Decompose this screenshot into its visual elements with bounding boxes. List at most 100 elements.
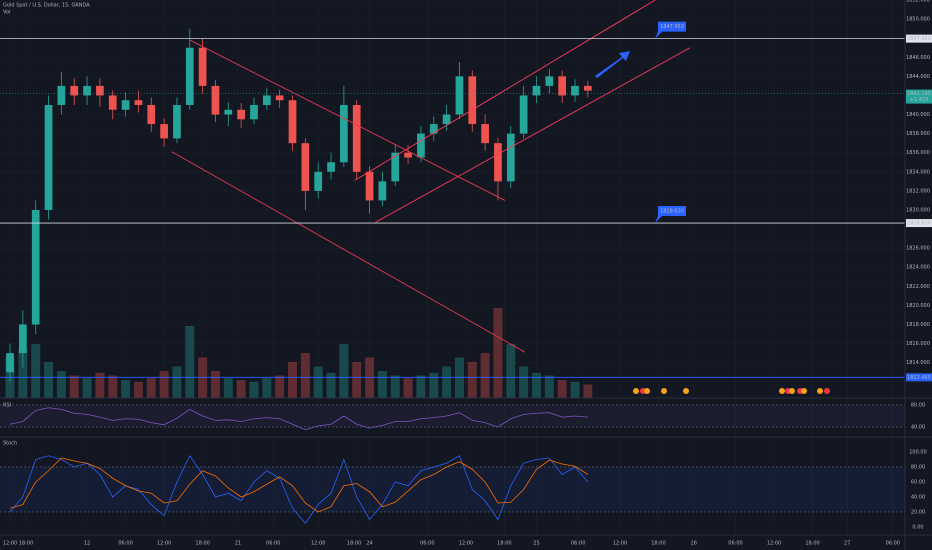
price-axis-sublabel: +1.453 [910, 97, 929, 103]
candle-body [429, 124, 438, 134]
volume-bar [544, 375, 554, 398]
candle-body [147, 104, 156, 125]
y-tick-label: 1822.000 [906, 284, 930, 290]
candle-body [262, 95, 271, 105]
volume-bar [557, 380, 567, 398]
price-axis-label: 1847.953 [907, 36, 931, 42]
event-icon [779, 388, 785, 394]
volume-bar [583, 384, 593, 398]
volume-bar [313, 366, 323, 398]
rsi-title: RSI [3, 403, 11, 409]
volume-bar [493, 308, 503, 398]
y-tick-label: 1820.000 [906, 303, 930, 309]
candle-body [365, 171, 374, 201]
volume-bar [249, 381, 259, 398]
price-axis-label-bg [906, 219, 932, 228]
volume-bar [210, 371, 220, 398]
x-tick-label: 12:00 [613, 541, 627, 547]
arrow-drawing [595, 51, 630, 78]
volume-bar [377, 371, 387, 398]
volume-label: Vol [3, 10, 10, 16]
candle-body [391, 152, 400, 182]
candle-body [250, 104, 258, 120]
price-axis-label-bg [906, 373, 932, 382]
x-tick-label: 27 [844, 541, 850, 547]
y-tick-label: 1838.000 [906, 131, 930, 137]
volume-bar [531, 372, 541, 398]
rsi-line [9, 407, 588, 431]
candle-body [545, 76, 554, 86]
event-icon [633, 388, 639, 394]
x-tick-label: 12 [84, 541, 90, 547]
candle-body [352, 104, 361, 172]
stoch-tick-label: 20.00 [911, 509, 925, 515]
x-tick-label: 18:00 [195, 541, 209, 547]
volume-bar [365, 357, 375, 398]
volume-bar [326, 372, 336, 398]
candle-body [57, 85, 66, 105]
candle-body [6, 353, 14, 373]
candle-body [44, 104, 53, 210]
volume-bar [69, 375, 79, 398]
event-icon [789, 388, 795, 394]
x-tick-label: 24 [366, 541, 372, 547]
candle-body [121, 100, 130, 110]
candle-body [314, 171, 323, 191]
candle-body [160, 124, 168, 139]
x-tick-label: 12:00 [311, 541, 325, 547]
y-tick-label: 1836.000 [906, 150, 930, 156]
candle-layer [6, 28, 592, 382]
y-tick-label: 1824.000 [906, 265, 930, 271]
volume-bar [236, 380, 246, 398]
candle-body [108, 95, 117, 110]
candle-body [519, 95, 528, 134]
volume-bar [352, 362, 362, 398]
drawing-layer: 1847.953 1828.630 [0, 0, 905, 378]
rsi-tick-label: 80.00 [911, 402, 925, 408]
candle-body [301, 143, 310, 191]
trendline [189, 39, 506, 201]
volume-bar [442, 366, 452, 398]
stoch-tick-label: 80.00 [911, 464, 925, 470]
event-icon [644, 388, 650, 394]
chart-title: Gold Spot / U.S. Dollar, 15, OANDA [3, 3, 90, 9]
volume-bar [570, 381, 580, 398]
indicator-layer [0, 404, 905, 524]
x-tick-label: 06:00 [571, 541, 585, 547]
volume-bar [82, 378, 92, 398]
x-tick-label: 06:00 [266, 541, 280, 547]
y-tick-label: 1846.000 [906, 55, 930, 61]
stoch-d-line [9, 457, 589, 513]
candle-body [327, 162, 335, 172]
candle-body [96, 85, 104, 96]
candle-body [173, 104, 181, 139]
volume-bar [56, 371, 66, 398]
callout-label: 1828.630 [660, 209, 684, 215]
y-tick-label: 1850.000 [906, 17, 930, 23]
x-tick-label: 06:00 [118, 541, 132, 547]
price-axis-label-bg [906, 34, 932, 43]
candle-body [583, 85, 592, 91]
axis-layer: 12:00 18:00 12 06:00 12:00 18:00 21 06:00 12:00 1… [3, 0, 932, 547]
candle-body [468, 76, 477, 125]
x-tick-label: 18:00 [347, 541, 361, 547]
y-tick-label: 1826.000 [906, 246, 930, 252]
callout-bg [655, 21, 686, 39]
candle-body [571, 85, 579, 96]
volume-bar [519, 366, 529, 398]
volume-bar [133, 381, 143, 398]
candle-body [31, 209, 40, 325]
candle-body [481, 124, 489, 144]
y-tick-label: 1852.000 [906, 0, 930, 4]
candle-body [288, 100, 297, 144]
event-icon [824, 388, 830, 394]
x-tick-label: 18:00 [805, 541, 819, 547]
volume-bar [108, 375, 118, 398]
x-tick-label: 12:00 [3, 541, 17, 547]
volume-bar [172, 366, 182, 398]
volume-bar [159, 371, 169, 398]
candle-body [455, 76, 464, 115]
y-tick-label: 1844.000 [906, 74, 930, 80]
candle-body [532, 85, 541, 96]
